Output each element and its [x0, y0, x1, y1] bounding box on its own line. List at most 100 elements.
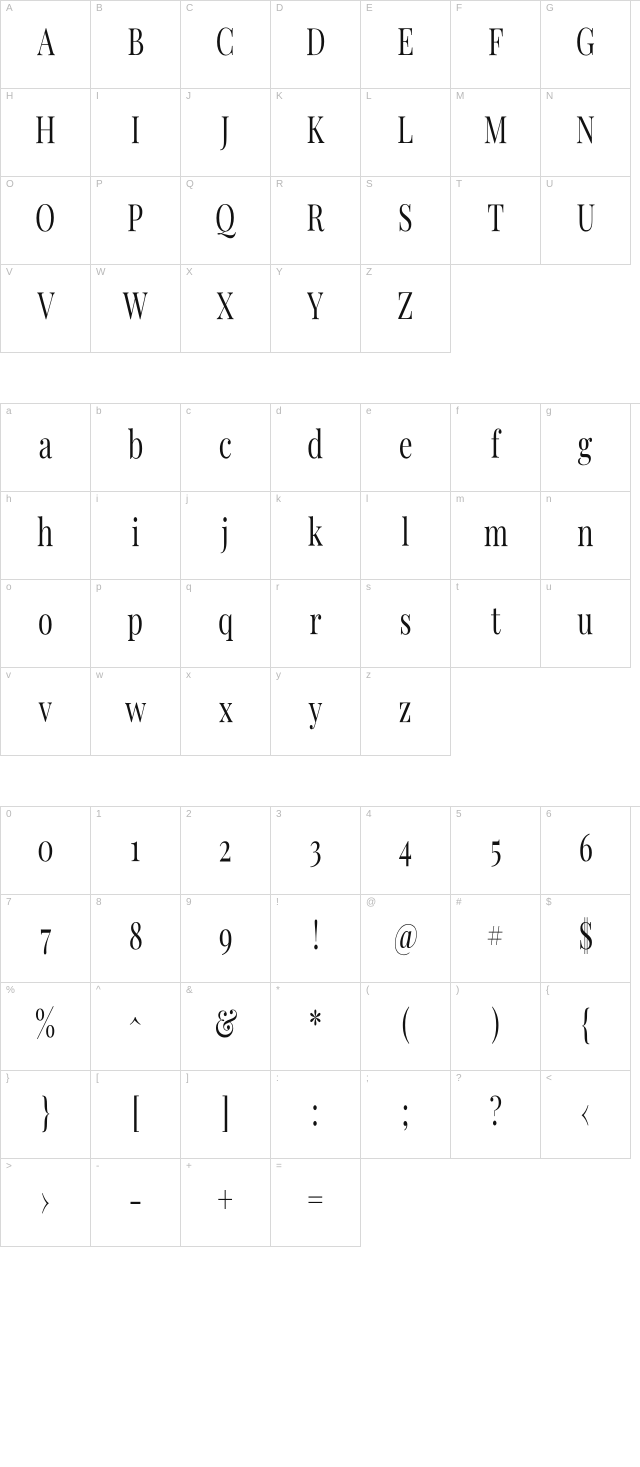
glyph-label: 1	[96, 810, 102, 820]
glyph-section-lowercase: aabbccddeeffgghhiijjkkllmmnnooppqqrrsstt…	[0, 403, 640, 756]
glyph-display: Q	[215, 197, 235, 235]
glyph-cell: --	[91, 1159, 181, 1247]
glyph-label: ]	[186, 1074, 189, 1084]
glyph-label: =	[276, 1162, 282, 1172]
glyph-display: %	[35, 1003, 55, 1041]
glyph-cell: rr	[271, 580, 361, 668]
glyph-label: I	[96, 92, 99, 102]
glyph-cell: 44	[361, 807, 451, 895]
glyph-label: H	[6, 92, 13, 102]
glyph-display: T	[487, 197, 504, 235]
glyph-cell: ii	[91, 492, 181, 580]
glyph-label: f	[456, 407, 459, 417]
glyph-display: N	[576, 109, 595, 147]
glyph-cell: PP	[91, 177, 181, 265]
glyph-label: Q	[186, 180, 194, 190]
glyph-display: x	[218, 688, 232, 726]
glyph-cell: ??	[451, 1071, 541, 1159]
glyph-display: 6	[578, 827, 592, 865]
glyph-cell: BB	[91, 1, 181, 89]
glyph-label: u	[546, 583, 552, 593]
glyph-label: c	[186, 407, 191, 417]
glyph-label: w	[96, 671, 103, 681]
glyph-cell: nn	[541, 492, 631, 580]
glyph-label: ^	[96, 986, 101, 996]
glyph-cell: ss	[361, 580, 451, 668]
glyph-cell: VV	[1, 265, 91, 353]
glyph-display: $	[578, 915, 592, 953]
glyph-label: )	[456, 986, 459, 996]
glyph-display: @	[393, 915, 417, 953]
glyph-label: s	[366, 583, 371, 593]
glyph-display: J	[221, 109, 230, 147]
glyph-display: -	[129, 1179, 143, 1217]
glyph-label: J	[186, 92, 191, 102]
glyph-label: &	[186, 986, 193, 996]
glyph-cell: mm	[451, 492, 541, 580]
glyph-display: k	[308, 512, 323, 550]
glyph-display: &	[214, 1003, 237, 1041]
glyph-label: >	[6, 1162, 12, 1172]
glyph-label: j	[186, 495, 188, 505]
glyph-cell: SS	[361, 177, 451, 265]
glyph-label: k	[276, 495, 281, 505]
glyph-cell: {{	[541, 983, 631, 1071]
glyph-display: t	[491, 600, 501, 638]
glyph-cell: 33	[271, 807, 361, 895]
glyph-cell: 22	[181, 807, 271, 895]
glyph-label: a	[6, 407, 12, 417]
glyph-label: U	[546, 180, 553, 190]
glyph-display: 8	[128, 915, 142, 953]
glyph-grid: 00112233445566778899!!@@##$$%%^^&&**(())…	[0, 806, 640, 1247]
glyph-display: K	[307, 109, 325, 147]
glyph-display: g	[578, 424, 592, 462]
glyph-cell: AA	[1, 1, 91, 89]
glyph-label: 6	[546, 810, 552, 820]
glyph-label: 3	[276, 810, 282, 820]
glyph-display: :	[312, 1091, 319, 1129]
glyph-cell: YY	[271, 265, 361, 353]
glyph-label: d	[276, 407, 282, 417]
glyph-cell: 66	[541, 807, 631, 895]
glyph-display: ^	[128, 1003, 143, 1041]
glyph-display: #	[487, 915, 504, 953]
glyph-cell: LL	[361, 89, 451, 177]
glyph-label: 9	[186, 898, 192, 908]
glyph-display: C	[216, 21, 235, 59]
font-specimen-root: AABBCCDDEEFFGGHHIIJJKKLLMMNNOOPPQQRRSSTT…	[0, 0, 640, 1247]
glyph-display: 2	[219, 827, 232, 865]
glyph-display: +	[217, 1179, 233, 1217]
bottom-spacer	[0, 1297, 640, 1467]
glyph-cell: ee	[361, 404, 451, 492]
glyph-display: H	[35, 109, 56, 147]
glyph-cell: 00	[1, 807, 91, 895]
glyph-display: o	[38, 600, 53, 638]
glyph-label: g	[546, 407, 552, 417]
glyph-cell: 88	[91, 895, 181, 983]
glyph-cell: tt	[451, 580, 541, 668]
glyph-display: 4	[399, 827, 413, 865]
glyph-display: }	[41, 1091, 49, 1129]
glyph-label: t	[456, 583, 459, 593]
glyph-label: *	[276, 986, 280, 996]
glyph-label: %	[6, 986, 15, 996]
glyph-label: C	[186, 4, 193, 14]
glyph-label: X	[186, 268, 193, 278]
glyph-display: j	[222, 512, 229, 550]
glyph-cell: <‹	[541, 1071, 631, 1159]
glyph-cell: NN	[541, 89, 631, 177]
glyph-cell: }}	[1, 1071, 91, 1159]
glyph-display: B	[127, 21, 144, 59]
glyph-label: h	[6, 495, 12, 505]
glyph-section-numbers-symbols: 00112233445566778899!!@@##$$%%^^&&**(())…	[0, 806, 640, 1247]
glyph-display: u	[578, 600, 594, 638]
glyph-label: (	[366, 986, 369, 996]
glyph-label: {	[546, 986, 549, 996]
glyph-label: O	[6, 180, 14, 190]
glyph-label: N	[546, 92, 553, 102]
glyph-cell: dd	[271, 404, 361, 492]
glyph-label: y	[276, 671, 281, 681]
glyph-display: b	[128, 424, 143, 462]
glyph-label: :	[276, 1074, 279, 1084]
glyph-display: A	[37, 21, 54, 59]
